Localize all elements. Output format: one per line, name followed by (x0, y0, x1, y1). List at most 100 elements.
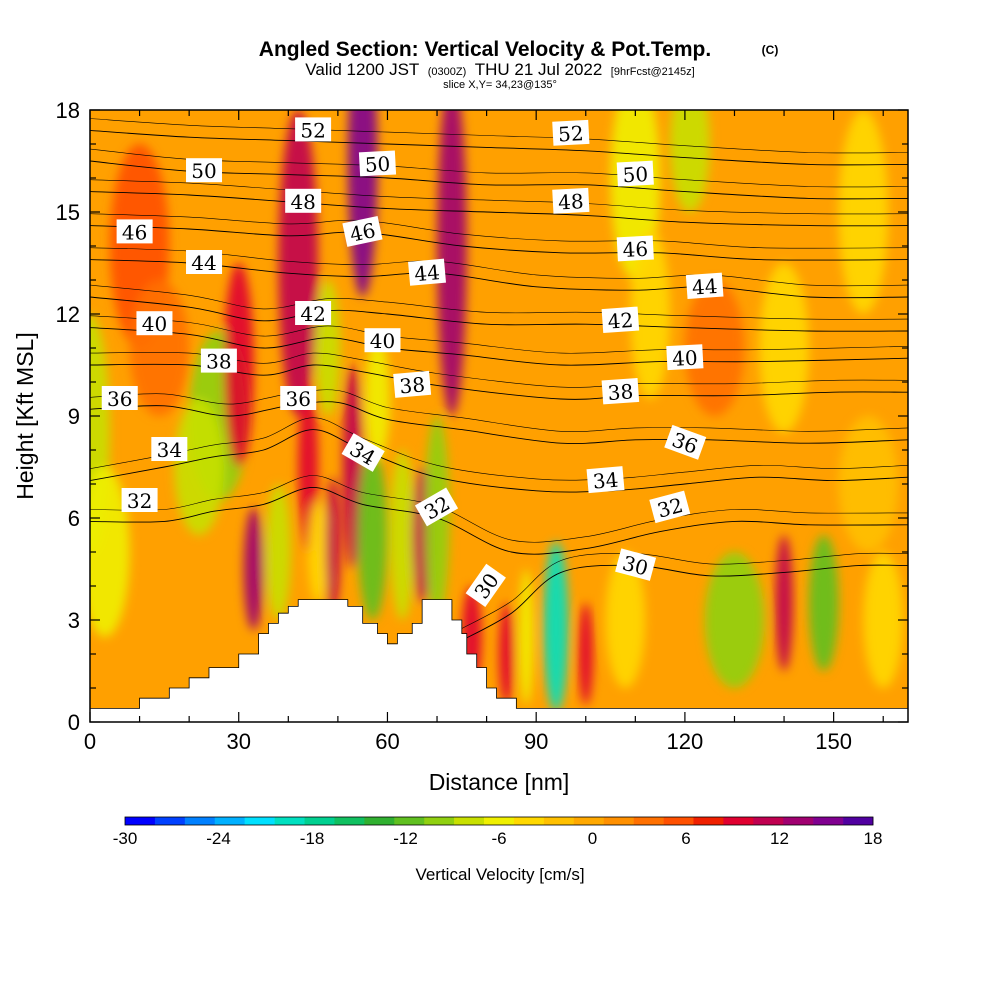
theta-label-text: 46 (122, 220, 147, 244)
theta-label: 32 (121, 488, 158, 513)
theta-contour-minor (461, 552, 908, 629)
x-tick-label: 120 (667, 729, 704, 754)
theta-contour-32 (90, 486, 908, 555)
x-tick-label: 90 (524, 729, 548, 754)
theta-label-box (685, 272, 724, 300)
velocity-cell (863, 552, 904, 688)
colorbar: -30 -24 -18 -12 -6 0 6 12 18 (113, 816, 882, 848)
colorbar-swatch (663, 817, 694, 825)
theta-contour-52 (90, 129, 908, 166)
theta-label-text: 34 (157, 438, 182, 462)
colorbar-tick-label: 0 (588, 829, 597, 848)
terrain-shape (89, 599, 909, 723)
theta-contour-minor (90, 315, 908, 354)
theta-label: 40 (136, 311, 173, 336)
theta-contour-minor (90, 148, 908, 188)
chart-title: Angled Section: Vertical Velocity & Pot.… (259, 38, 711, 61)
x-axis-label: Distance [nm] (429, 769, 570, 795)
theta-contour-50 (90, 160, 908, 200)
theta-label-text: 40 (142, 312, 167, 336)
theta-label-text: 44 (191, 251, 216, 275)
theta-label-box (295, 301, 332, 325)
colorbar-swatch (484, 817, 515, 825)
colorbar-swatch (154, 817, 186, 825)
y-tick-label: 3 (68, 608, 80, 633)
theta-label: 32 (649, 490, 691, 524)
theta-label-box (465, 563, 506, 608)
theta-label-text: 46 (348, 218, 378, 247)
slice-info: slice X,Y= 34,23@135° (443, 79, 557, 91)
theta-label-text: 50 (364, 152, 391, 177)
theta-label: 52 (552, 119, 590, 146)
theta-label-box (364, 328, 401, 353)
theta-label-box (342, 215, 383, 247)
colorbar-swatch (364, 817, 395, 825)
theta-contour-minor (90, 247, 908, 287)
velocity-cell (518, 569, 534, 705)
theta-label-box (121, 488, 158, 512)
velocity-cell (670, 110, 710, 212)
theta-label-text: 52 (300, 118, 325, 142)
terrain (89, 599, 909, 723)
valid-forecast: [9hrFcst@2145z] (611, 66, 695, 78)
theta-contour-46 (90, 225, 908, 261)
colorbar-swatch (244, 817, 275, 825)
theta-label: 34 (586, 466, 625, 494)
theta-label-text: 44 (691, 274, 718, 300)
theta-contour-minor (90, 213, 908, 249)
velocity-cell (605, 552, 646, 688)
y-tick-label: 0 (68, 710, 80, 735)
colorbar-swatch (125, 817, 156, 825)
theta-label: 50 (358, 150, 397, 177)
y-tick-label: 9 (68, 404, 80, 429)
colorbar-tick-label: 12 (770, 829, 789, 848)
theta-label-box (664, 424, 707, 460)
theta-label-box (552, 187, 590, 214)
velocity-cell (759, 263, 809, 433)
theta-label: 42 (295, 301, 332, 326)
colorbar-swatch (753, 817, 784, 825)
theta-label-text: 52 (558, 121, 585, 146)
theta-contour-44 (90, 259, 908, 299)
theta-label-text: 46 (622, 237, 649, 262)
theta-label-box (649, 490, 691, 524)
colorbar-tick-label: -30 (113, 829, 138, 848)
theta-label-box (101, 386, 138, 410)
theta-label-text: 42 (607, 308, 634, 334)
theta-label-text: 48 (290, 190, 315, 214)
theta-label-text: 38 (607, 379, 634, 405)
theta-label-box (358, 150, 397, 177)
velocity-cell (838, 110, 889, 314)
velocity-cell (174, 399, 224, 535)
velocity-cell (265, 484, 291, 620)
y-axis-label: Height [Kft MSL] (12, 332, 38, 499)
theta-label-box (601, 306, 640, 334)
theta-contour-minor (90, 475, 908, 543)
theta-label-box (295, 117, 332, 142)
theta-label-text: 34 (592, 468, 619, 494)
velocity-cell (365, 337, 390, 461)
theta-contours (90, 118, 908, 641)
theta-label-box (151, 437, 188, 461)
theta-label-text: 44 (413, 260, 440, 286)
colorbar-tick-label: -6 (491, 829, 506, 848)
theta-label-text: 32 (127, 489, 152, 513)
velocity-cell (499, 603, 514, 705)
theta-label-box (552, 119, 590, 146)
theta-label: 46 (616, 235, 654, 262)
theta-label-text: 50 (191, 159, 216, 183)
colorbar-swatch (813, 817, 844, 825)
theta-label: 44 (408, 258, 447, 286)
theta-contour-minor (90, 284, 908, 320)
theta-label-box (285, 188, 322, 213)
theta-label-box (601, 377, 640, 405)
theta-label-box (136, 311, 173, 336)
valid-date: THU 21 Jul 2022 (475, 60, 603, 79)
theta-contour-40 (90, 327, 908, 366)
x-axis: 0 30 60 90 120 150 (84, 110, 884, 754)
velocity-cell (630, 229, 671, 399)
